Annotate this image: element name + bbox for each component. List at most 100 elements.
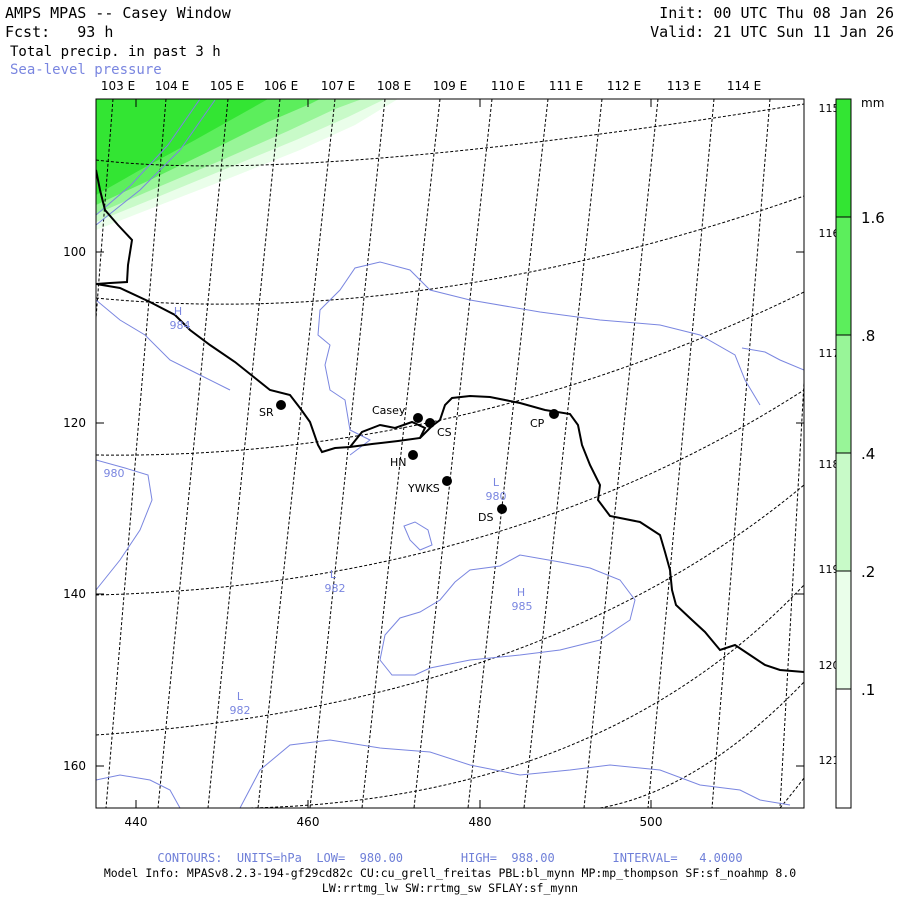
coastline-path: [96, 283, 427, 454]
parallel-line: [779, 777, 804, 808]
meridian-line: [105, 99, 167, 808]
station-label-ds: DS: [478, 511, 493, 524]
lon-label-top: 107 E: [321, 79, 355, 93]
parallel-line: [249, 584, 804, 808]
y-tick-label: 120: [63, 416, 86, 430]
model-info-line-2: LW:rrtmg_lw SW:rrtmg_sw SFLAY:sf_mynn: [321, 881, 579, 895]
lon-label-top: 110 E: [491, 79, 525, 93]
lon-label-top: 104 E: [155, 79, 189, 93]
meridian-line: [467, 99, 549, 808]
colorbar-segment: [836, 453, 851, 571]
model-info-line-1: Model Info: MPASv8.2.3-194-gf29cd82c CU:…: [103, 866, 797, 880]
isobar-line: [96, 774, 181, 808]
isobars: [96, 99, 804, 808]
isobar-line: [317, 261, 761, 456]
pressure-center-symbol: L: [330, 568, 337, 581]
coastline-path: [419, 394, 804, 673]
isobar-line: [96, 99, 201, 216]
lon-label-top: 103 E: [101, 79, 135, 93]
x-tick-label: 460: [297, 815, 320, 829]
station-label-cp: CP: [530, 417, 545, 430]
parallel-line: [96, 484, 804, 736]
y-tick-label: 160: [63, 759, 86, 773]
isobar-line: [379, 554, 636, 676]
pressure-center-value: 980: [486, 490, 507, 503]
contour-value-label: 980: [104, 467, 125, 480]
lon-label-top: 105 E: [210, 79, 244, 93]
colorbar-segment: [836, 571, 851, 689]
lon-label-top: 112 E: [607, 79, 641, 93]
colorbar-label: .1: [861, 681, 875, 699]
isobar-line: [403, 521, 433, 551]
pressure-centers: H 984 L 980 L 982 H 985 L 982 980: [104, 305, 533, 717]
y-tick-label: 100: [63, 245, 86, 259]
pressure-center-symbol: L: [237, 690, 244, 703]
meridian-line: [711, 99, 771, 808]
station-dot-sr: [276, 400, 286, 410]
coastline-path: [96, 169, 134, 285]
lon-label-top: 111 E: [549, 79, 583, 93]
isobar-line: [741, 347, 804, 371]
lon-label-top: 113 E: [667, 79, 701, 93]
colorbar-label: .2: [861, 563, 875, 581]
contour-info: CONTOURS: UNITS=hPa LOW= 980.00 HIGH= 98…: [157, 851, 743, 865]
station-dot-casey: [413, 413, 423, 423]
pressure-center-symbol: H: [517, 586, 525, 599]
forecast-hour: Fcst: 93 h: [5, 23, 114, 41]
colorbar-labels: mm 1.6 .8 .4 .2 .1: [861, 96, 885, 699]
overlay-label: Sea-level pressure: [10, 62, 162, 78]
isobar-line: [96, 299, 231, 391]
meridian-line: [413, 99, 493, 808]
meridian-line: [361, 99, 441, 808]
station-dot-ds: [497, 504, 507, 514]
meridian-line: [647, 99, 715, 808]
colorbar: [835, 98, 852, 809]
lon-label-top: 109 E: [433, 79, 467, 93]
station-labels: SR Casey CS HN YWKS DS CP: [259, 404, 545, 524]
map-title: AMPS MPAS -- Casey Window: [5, 4, 231, 22]
coastline: [96, 169, 804, 673]
colorbar-unit: mm: [861, 96, 884, 110]
lon-label-top: 106 E: [264, 79, 298, 93]
station-label-cs: CS: [437, 426, 452, 439]
top-longitude-labels: 103 E 104 E 105 E 106 E 107 E 108 E 109 …: [101, 79, 761, 93]
pressure-center-value: 982: [325, 582, 346, 595]
isobar-line: [96, 459, 153, 591]
parallel-line: [96, 291, 804, 456]
station-label-sr: SR: [259, 406, 274, 419]
meridian-line: [207, 99, 281, 808]
meridian-line: [523, 99, 603, 808]
station-label-hn: HN: [390, 456, 407, 469]
x-tick-label: 500: [640, 815, 663, 829]
station-dot-ywks: [442, 476, 452, 486]
pressure-center-value: 985: [512, 600, 533, 613]
pressure-center-symbol: L: [493, 476, 500, 489]
meridian-line: [257, 99, 336, 808]
meridian-line: [583, 99, 659, 808]
colorbar-label: .4: [861, 445, 875, 463]
parallel-line: [96, 195, 804, 305]
isobar-line: [239, 739, 791, 808]
x-tick-label: 480: [469, 815, 492, 829]
lon-label-top: 114 E: [727, 79, 761, 93]
graticule: [96, 99, 804, 808]
station-dot-cs: [425, 418, 435, 428]
pressure-center-value: 982: [230, 704, 251, 717]
x-tick-label: 440: [125, 815, 148, 829]
colorbar-label: .8: [861, 327, 875, 345]
parallel-line: [96, 389, 804, 596]
axis-ticks: [96, 99, 804, 808]
station-label-ywks: YWKS: [407, 482, 440, 495]
colorbar-segment: [836, 217, 851, 335]
meridian-line: [779, 373, 804, 808]
pressure-center-value: 984: [170, 319, 191, 332]
station-markers: [276, 400, 559, 514]
station-dot-hn: [408, 450, 418, 460]
station-label-casey: Casey: [372, 404, 406, 417]
field-label: Total precip. in past 3 h: [10, 44, 221, 60]
init-time: Init: 00 UTC Thu 08 Jan 26: [659, 4, 894, 22]
station-dot-cp: [549, 409, 559, 419]
precip-shading: [96, 99, 398, 230]
meridian-line: [309, 99, 386, 808]
